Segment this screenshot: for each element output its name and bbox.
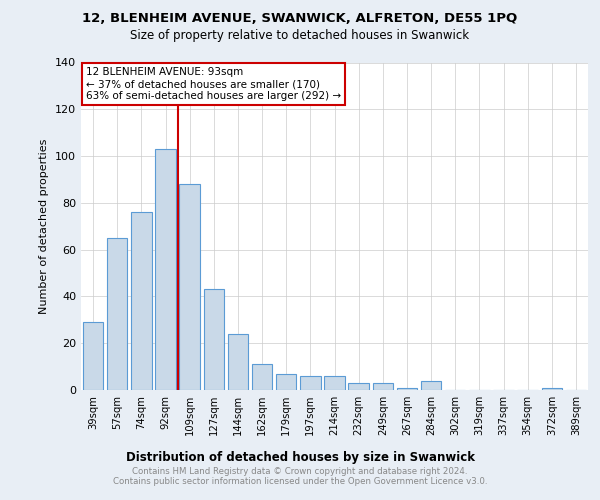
Bar	[203, 290, 224, 390]
Text: Distribution of detached houses by size in Swanwick: Distribution of detached houses by size …	[125, 451, 475, 464]
Bar	[397, 388, 417, 390]
Bar	[421, 380, 442, 390]
Bar	[227, 334, 248, 390]
Bar	[155, 149, 176, 390]
Text: Size of property relative to detached houses in Swanwick: Size of property relative to detached ho…	[130, 29, 470, 42]
Bar	[276, 374, 296, 390]
Bar	[179, 184, 200, 390]
Bar	[107, 238, 127, 390]
Text: 12, BLENHEIM AVENUE, SWANWICK, ALFRETON, DE55 1PQ: 12, BLENHEIM AVENUE, SWANWICK, ALFRETON,…	[82, 12, 518, 26]
Text: Contains public sector information licensed under the Open Government Licence v3: Contains public sector information licen…	[113, 477, 487, 486]
Bar	[252, 364, 272, 390]
Bar	[324, 376, 345, 390]
Bar	[131, 212, 152, 390]
Bar	[83, 322, 103, 390]
Bar	[349, 383, 369, 390]
Y-axis label: Number of detached properties: Number of detached properties	[40, 138, 49, 314]
Text: 12 BLENHEIM AVENUE: 93sqm
← 37% of detached houses are smaller (170)
63% of semi: 12 BLENHEIM AVENUE: 93sqm ← 37% of detac…	[86, 68, 341, 100]
Bar	[373, 383, 393, 390]
Text: Contains HM Land Registry data © Crown copyright and database right 2024.: Contains HM Land Registry data © Crown c…	[132, 467, 468, 476]
Bar	[542, 388, 562, 390]
Bar	[300, 376, 320, 390]
